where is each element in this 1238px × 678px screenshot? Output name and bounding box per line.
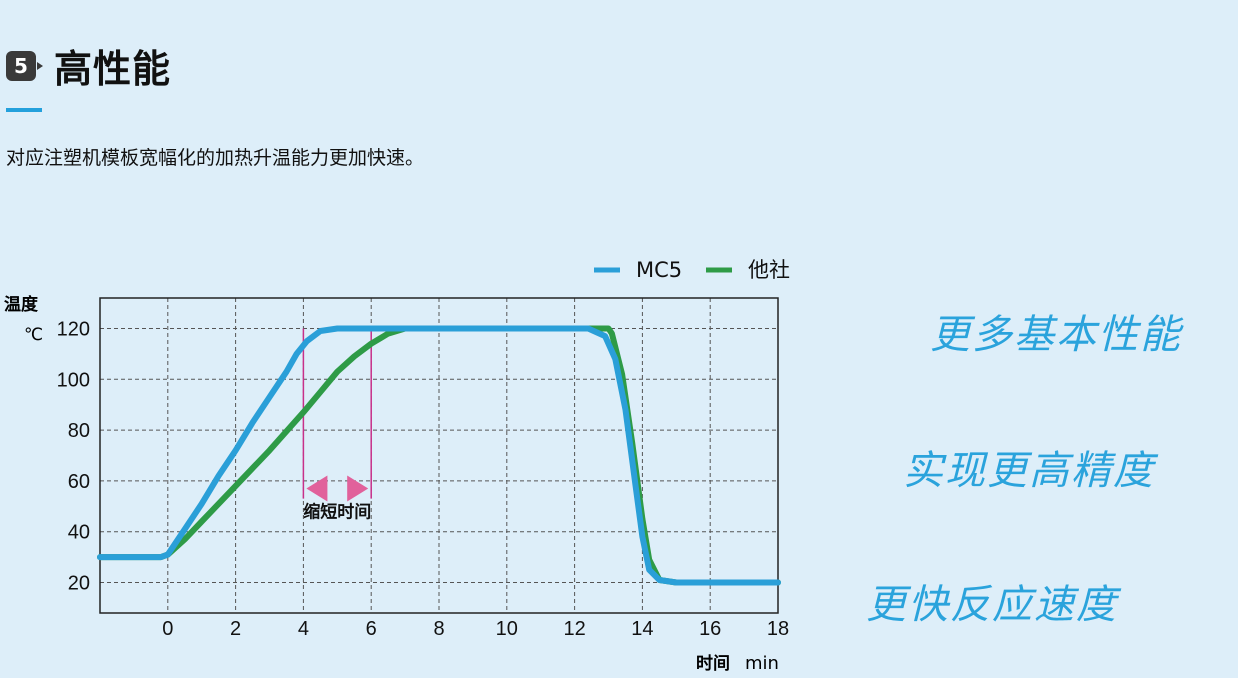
x-axis-unit: min xyxy=(745,653,779,674)
x-axis-label: 时间 xyxy=(696,653,730,674)
feature-high-precision: 实现更高精度 xyxy=(903,448,1155,494)
time-reduction-annotation: 缩短时间 xyxy=(302,328,372,523)
x-tick-label: 10 xyxy=(496,618,518,640)
feature-fast-response: 更快反应速度 xyxy=(866,582,1118,628)
y-tick-label: 40 xyxy=(68,522,90,544)
y-axis-unit: ℃ xyxy=(24,325,43,345)
y-axis-label: 温度 xyxy=(4,294,39,315)
legend: MC5 他社 xyxy=(594,258,790,282)
x-tick-label: 12 xyxy=(563,618,585,640)
x-tick-label: 0 xyxy=(162,618,173,640)
arrow-right-icon xyxy=(347,475,369,502)
legend-label: 他社 xyxy=(748,258,790,282)
section-number: 5 xyxy=(14,53,28,78)
feature-basic-performance: 更多基本性能 xyxy=(930,312,1182,358)
temperature-chart: 缩短时间 0 2 4 6 8 10 12 14 16 18 20 40 60 80 100 120 MC5 他社… xyxy=(4,258,790,674)
series-lines xyxy=(97,325,781,586)
x-tick-label: 14 xyxy=(631,618,653,640)
section-header: 5 高性能 xyxy=(6,38,171,93)
x-tick-label: 8 xyxy=(433,618,444,640)
legend-label: MC5 xyxy=(636,258,682,282)
y-tick-label: 20 xyxy=(68,573,90,595)
subtitle: 对应注塑机模板宽幅化的加热升温能力更加快速。 xyxy=(6,147,425,169)
y-tick-label: 80 xyxy=(68,420,90,442)
annotation-label: 缩短时间 xyxy=(303,502,371,523)
section-number-badge: 5 xyxy=(6,50,43,81)
x-tick-label: 2 xyxy=(230,618,241,640)
chart-grid xyxy=(100,298,778,613)
series-line-mc5 xyxy=(97,325,781,586)
y-tick-label: 60 xyxy=(68,471,90,493)
x-tick-label: 4 xyxy=(298,618,309,640)
y-tick-label: 100 xyxy=(57,369,90,391)
plot-frame xyxy=(99,297,779,614)
x-tick-label: 6 xyxy=(366,618,377,640)
y-tick-label: 120 xyxy=(57,318,90,340)
title-underline xyxy=(6,108,42,112)
page-title: 高性能 xyxy=(54,47,172,91)
arrow-left-icon xyxy=(306,475,328,502)
tick-labels: 0 2 4 6 8 10 12 14 16 18 20 40 60 80 100 120 xyxy=(57,318,790,640)
x-tick-label: 18 xyxy=(767,618,789,640)
x-tick-label: 16 xyxy=(699,618,721,640)
